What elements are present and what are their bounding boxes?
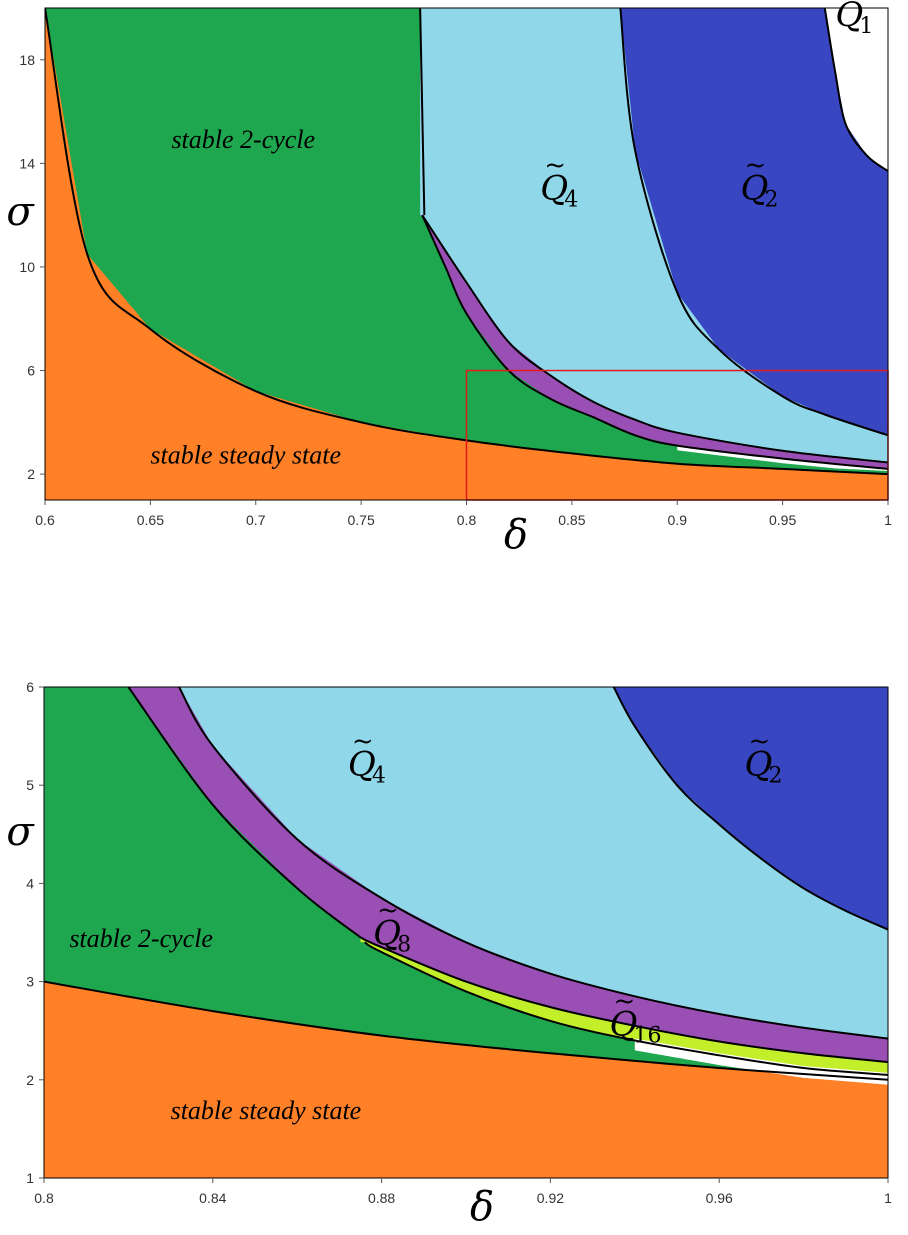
boundary-curve: [178, 687, 888, 1040]
x-tick-label: 0.95: [769, 512, 796, 528]
region-stable-steady-state: [44, 981, 888, 1178]
x-tick-label: 0.92: [537, 1190, 564, 1206]
y-tick-label: 4: [26, 875, 34, 891]
boundary-curve: [421, 214, 888, 470]
y-tick-label: 6: [26, 679, 34, 695]
q-letter: Q: [609, 1005, 637, 1045]
q-subscript: 8: [397, 932, 411, 957]
q-label: Q~4: [348, 726, 386, 788]
x-tick-label: 0.8: [34, 1190, 54, 1206]
region-q2: [613, 687, 888, 930]
x-tick-label: 0.84: [199, 1190, 226, 1206]
x-tick-label: 0.75: [348, 512, 375, 528]
tilde-mark: ~: [613, 987, 635, 1017]
q-subscript: 2: [764, 188, 778, 213]
plot-area: [44, 687, 888, 1178]
boundary-curve: [44, 980, 888, 1081]
x-tick-label: 0.96: [706, 1190, 733, 1206]
q-label: Q~16: [609, 987, 661, 1049]
boundary-curve: [421, 214, 888, 464]
boundary-curve: [823, 8, 888, 172]
bottom-panel: 0.8 0.84 0.88 0.92 0.96 1 1 2 3 4 5 6 δ σ stable 2-cyc…: [6, 679, 892, 1230]
boundary-curve: [45, 8, 888, 476]
x-tick-label: 0.8: [457, 512, 477, 528]
y-tick-label: 1: [26, 1170, 34, 1186]
boundary-curve: [612, 687, 888, 931]
y-tick-label: 2: [27, 466, 35, 482]
x-tick-label: 0.6: [35, 512, 55, 528]
q-letter: Q: [540, 169, 568, 209]
y-tick-label: 14: [19, 155, 35, 171]
region-label: stable steady state: [171, 1096, 362, 1125]
boundary-curve: [419, 8, 426, 216]
q-label: Q~8: [373, 895, 411, 957]
tilde-mark: ~: [544, 151, 566, 181]
region-label: stable steady state: [150, 441, 341, 470]
q-subscript: 4: [564, 188, 578, 213]
q-letter: Q: [835, 0, 863, 35]
boundary-curve: [619, 8, 888, 437]
y-tick-label: 18: [19, 52, 35, 68]
y-tick-label: 5: [26, 777, 34, 793]
region-q2: [620, 8, 888, 436]
x-axis-label: δ: [504, 512, 528, 558]
q-letter: Q: [740, 169, 768, 209]
x-tick-label: 0.9: [668, 512, 688, 528]
y-tick-label: 10: [19, 259, 35, 275]
region-label: stable 2-cycle: [171, 125, 315, 154]
region-q16: [360, 937, 888, 1075]
x-tick-label: 1: [884, 512, 892, 528]
y-tick-label: 2: [26, 1072, 34, 1088]
q-label: Q~4: [540, 151, 578, 213]
y-tick-label: 6: [27, 363, 35, 379]
q-letter: Q: [373, 913, 401, 953]
q-label: Q~2: [740, 151, 778, 213]
x-tick-label: 0.88: [368, 1190, 395, 1206]
x-tick-label: 0.7: [246, 512, 266, 528]
tilde-mark: ~: [749, 726, 771, 756]
y-axis-label: σ: [6, 809, 35, 855]
boundary-curve: [360, 936, 888, 1064]
tilde-mark: ~: [352, 726, 374, 756]
q-letter: Q: [745, 744, 773, 784]
region-stable-steady-state: [45, 8, 888, 500]
q-letter: Q: [348, 744, 376, 784]
boundary-curve: [364, 941, 888, 1076]
x-tick-label: 0.65: [137, 512, 164, 528]
y-axis-label: σ: [6, 189, 35, 235]
q-label: Q1: [835, 0, 873, 39]
x-axis-label: δ: [470, 1184, 494, 1230]
x-tick-label: 0.85: [558, 512, 585, 528]
x-tick-label: 1: [884, 1190, 892, 1206]
region-q1: [824, 8, 888, 172]
q-subscript: 2: [769, 763, 783, 788]
q-subscript: 16: [633, 1024, 661, 1049]
y-tick-label: 3: [26, 974, 34, 990]
region-label: stable 2-cycle: [69, 924, 213, 953]
tilde-mark: ~: [744, 151, 766, 181]
q-subscript: 4: [372, 763, 386, 788]
boundary-curve: [127, 687, 362, 939]
q-subscript: 1: [859, 14, 873, 39]
tilde-mark: ~: [377, 895, 399, 925]
top-panel: 0.6 0.65 0.7 0.75 0.8 0.85 0.9 0.95 126101418δσs…: [6, 0, 892, 558]
plot-area: [45, 8, 888, 500]
q-label: Q~2: [745, 726, 783, 788]
plot-frame: [43, 686, 889, 1179]
